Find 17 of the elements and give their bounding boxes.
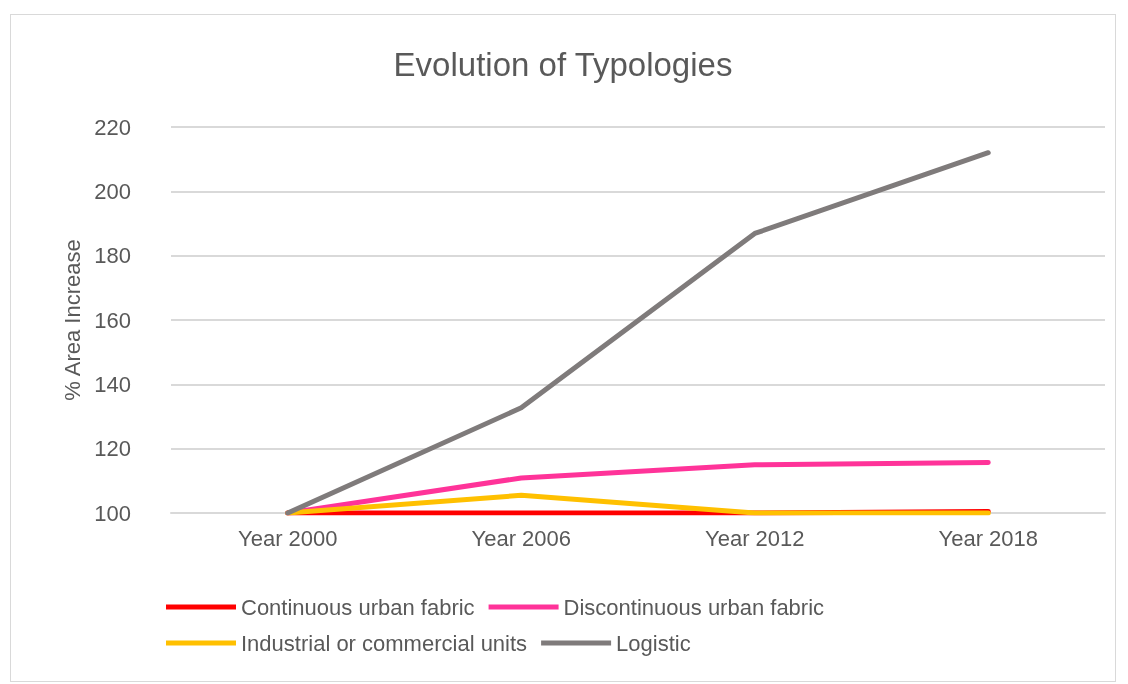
y-tick-label: 100: [94, 500, 131, 526]
y-tick-label: 120: [94, 436, 131, 462]
x-tick-label: Year 2012: [704, 525, 805, 551]
x-tick-label: Year 2018: [938, 525, 1039, 551]
legend-label: Logistic: [616, 630, 691, 656]
y-tick-label: 200: [94, 178, 131, 204]
y-axis-title: % Area Increase: [59, 239, 85, 401]
y-tick-label: 220: [94, 114, 131, 140]
y-tick-label: 140: [94, 371, 131, 397]
x-tick-label: Year 2000: [237, 525, 338, 551]
legend-label: Continuous urban fabric: [241, 594, 475, 620]
legend-label: Discontinuous urban fabric: [563, 594, 825, 620]
legend-label: Industrial or commercial units: [241, 630, 528, 656]
x-tick-label: Year 2006: [471, 525, 572, 551]
chart-title: Evolution of Typologies: [393, 46, 733, 83]
y-tick-label: 180: [94, 243, 131, 269]
y-tick-label: 160: [94, 307, 131, 333]
